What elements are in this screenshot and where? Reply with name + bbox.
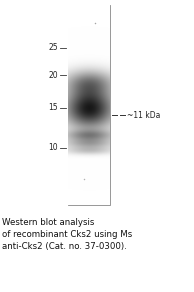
Text: Western blot analysis
of recombinant Cks2 using Ms
anti-Cks2 (Cat. no. 37-0300).: Western blot analysis of recombinant Cks… [2, 218, 132, 251]
Text: ~11 kDa: ~11 kDa [127, 110, 160, 119]
Text: 15: 15 [48, 103, 58, 112]
Text: 10: 10 [48, 143, 58, 152]
Bar [68, 5, 110, 205]
Text: 20: 20 [48, 70, 58, 79]
Text: 25: 25 [48, 44, 58, 53]
